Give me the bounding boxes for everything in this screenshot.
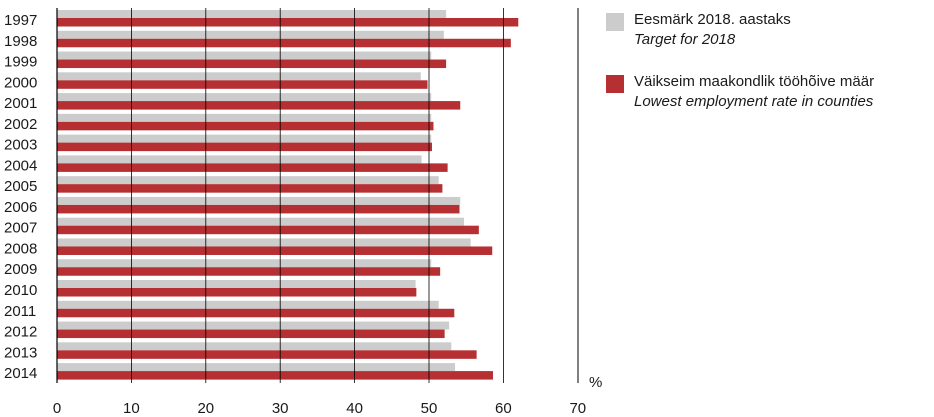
category-label-1997: 1997 <box>4 12 37 29</box>
category-label-2012: 2012 <box>4 324 37 341</box>
category-label-2007: 2007 <box>4 220 37 237</box>
bar-lowest-employment-rate-in-counties-2008 <box>57 246 493 255</box>
bar-target-for-2018-2009 <box>57 259 432 268</box>
bar-lowest-employment-rate-in-counties-2005 <box>57 184 443 193</box>
bar-target-for-2018-2010 <box>57 280 416 289</box>
x-tick-labels: 0 10 20 30 40 50 60 70 <box>53 400 586 417</box>
category-label-1999: 1999 <box>4 54 37 71</box>
legend-swatch-target <box>606 13 624 31</box>
category-label-2009: 2009 <box>4 261 37 278</box>
bar-lowest-employment-rate-in-counties-2012 <box>57 329 445 339</box>
bar-lowest-employment-rate-in-counties-1999 <box>57 59 447 69</box>
category-label-2006: 2006 <box>4 199 37 216</box>
bar-target-for-2018-2004 <box>57 155 422 164</box>
x-tick-label-40: 40 <box>346 400 363 417</box>
legend-swatch-lowest <box>606 75 624 93</box>
category-label-2013: 2013 <box>4 344 37 361</box>
x-tick-label-70: 70 <box>569 400 586 417</box>
category-label-2000: 2000 <box>4 74 37 91</box>
bar-target-for-2018-2005 <box>57 176 439 185</box>
category-label-2003: 2003 <box>4 137 37 154</box>
bar-lowest-employment-rate-in-counties-2010 <box>57 288 417 297</box>
bar-target-for-2018-2001 <box>57 93 432 102</box>
bar-target-for-2018-2013 <box>57 342 452 351</box>
bar-lowest-employment-rate-in-counties-2002 <box>57 121 434 131</box>
bar-target-for-2018-2011 <box>57 300 439 309</box>
x-unit-label: % <box>589 374 602 391</box>
category-label-2001: 2001 <box>4 95 37 112</box>
legend-label-lowest: Väikseim maakondlik tööhõive määr <box>634 73 875 90</box>
category-label-2005: 2005 <box>4 178 37 195</box>
bar-lowest-employment-rate-in-counties-2004 <box>57 163 448 172</box>
bar-target-for-2018-2014 <box>57 363 456 372</box>
bar-lowest-employment-rate-in-counties-2003 <box>57 142 432 152</box>
bar-lowest-employment-rate-in-counties-2007 <box>57 225 479 235</box>
bar-lowest-employment-rate-in-counties-1998 <box>57 38 511 48</box>
bar-lowest-employment-rate-in-counties-2011 <box>57 308 455 318</box>
bar-lowest-employment-rate-in-counties-2014 <box>57 371 493 380</box>
bar-lowest-employment-rate-in-counties-1997 <box>57 18 519 27</box>
category-label-1998: 1998 <box>4 33 37 50</box>
category-label-2002: 2002 <box>4 116 37 133</box>
x-tick-label-0: 0 <box>53 400 61 417</box>
bar-target-for-2018-2008 <box>57 238 471 247</box>
legend-label-lowest-en: Lowest employment rate in counties <box>634 93 874 110</box>
bar-target-for-2018-2006 <box>57 196 461 205</box>
bar-lowest-employment-rate-in-counties-2006 <box>57 204 460 214</box>
grid-lines <box>56 8 504 383</box>
category-label-2008: 2008 <box>4 240 37 257</box>
bar-lowest-employment-rate-in-counties-2009 <box>57 267 441 276</box>
x-tick-label-20: 20 <box>197 400 214 417</box>
x-tick-label-30: 30 <box>272 400 289 417</box>
category-label-2004: 2004 <box>4 157 37 174</box>
bar-target-for-2018-2002 <box>57 113 432 122</box>
x-tick-label-50: 50 <box>421 400 438 417</box>
bar-target-for-2018-2000 <box>57 72 421 81</box>
category-label-2014: 2014 <box>4 365 37 382</box>
bar-target-for-2018-2012 <box>57 321 450 330</box>
category-labels: 1997 1998 1999 2000 2001 2002 2003 2004 2005 2006… <box>4 12 37 382</box>
bars-layer <box>57 10 519 380</box>
x-tick-label-60: 60 <box>495 400 512 417</box>
bar-target-for-2018-2003 <box>57 134 432 143</box>
bar-target-for-2018-1998 <box>57 30 444 39</box>
category-label-2011: 2011 <box>4 303 36 320</box>
x-tick-label-10: 10 <box>123 400 140 417</box>
bar-target-for-2018-1997 <box>57 10 447 18</box>
legend-label-target-en: Target for 2018 <box>634 31 736 48</box>
legend-label-target: Eesmärk 2018. aastaks <box>634 11 791 28</box>
bar-target-for-2018-2007 <box>57 217 464 226</box>
bar-lowest-employment-rate-in-counties-2001 <box>57 101 461 110</box>
bar-lowest-employment-rate-in-counties-2000 <box>57 80 428 89</box>
category-label-2010: 2010 <box>4 282 37 299</box>
bar-target-for-2018-1999 <box>57 51 432 60</box>
bar-lowest-employment-rate-in-counties-2013 <box>57 350 477 359</box>
